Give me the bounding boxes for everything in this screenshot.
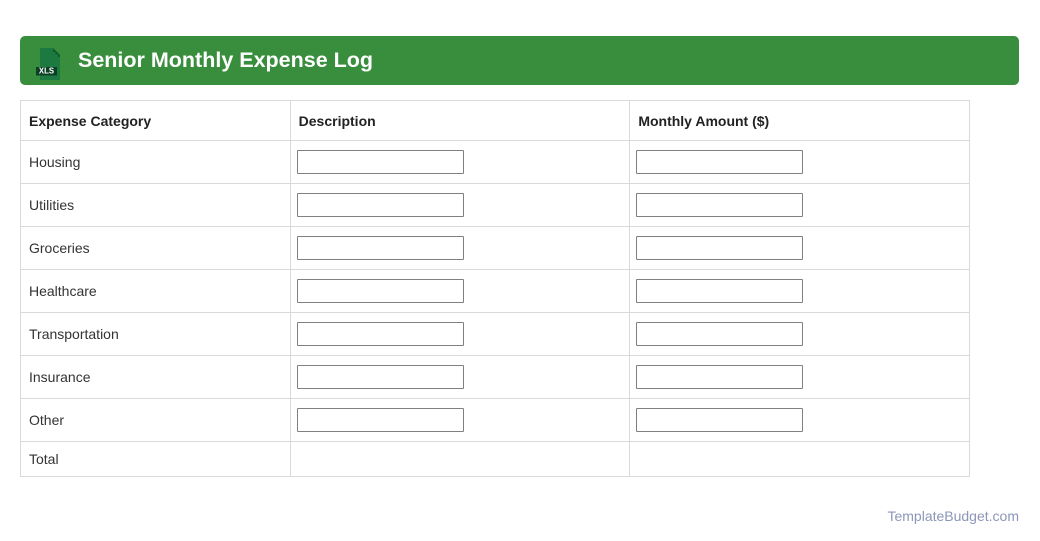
- svg-text:XLS: XLS: [39, 66, 54, 75]
